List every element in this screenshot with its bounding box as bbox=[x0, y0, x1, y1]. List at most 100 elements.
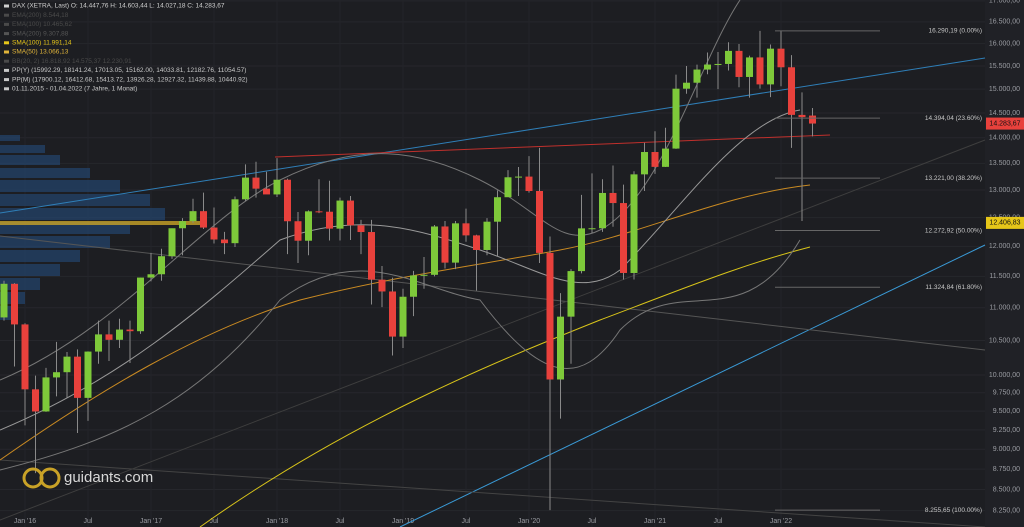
y-tick-label: 13.000,00 bbox=[989, 187, 1020, 194]
candle-body bbox=[21, 324, 29, 390]
y-tick-label: 9.750,00 bbox=[993, 390, 1020, 397]
candle-body bbox=[389, 291, 396, 337]
candle-body bbox=[368, 232, 375, 280]
y-tick-label: 8.500,00 bbox=[993, 486, 1020, 493]
candle-body bbox=[294, 221, 302, 241]
candle-body bbox=[798, 114, 806, 118]
candle-body bbox=[378, 279, 386, 292]
legend-entry: DAX (XETRA, Last) O: 14.447,76 H: 14.603… bbox=[12, 3, 225, 10]
candle-body bbox=[221, 239, 228, 244]
x-tick-label: Jan '19 bbox=[392, 518, 414, 525]
candle-body bbox=[284, 179, 291, 222]
candle-body bbox=[200, 211, 207, 228]
candle-body bbox=[53, 372, 60, 378]
legend-swatch bbox=[4, 22, 9, 26]
candle-body bbox=[74, 356, 81, 398]
candle-body bbox=[504, 177, 512, 198]
candle-body bbox=[231, 199, 239, 244]
candle-body bbox=[441, 226, 449, 263]
legend-entry: 01.11.2015 - 01.04.2022 (7 Jahre, 1 Mona… bbox=[12, 86, 137, 93]
candle-body bbox=[126, 329, 134, 332]
legend-swatch bbox=[4, 59, 9, 63]
candle-body bbox=[326, 211, 333, 229]
legend-swatch bbox=[4, 32, 9, 36]
legend-entry: PP(Y) (15992.29, 18141.24, 17013.05, 151… bbox=[12, 67, 246, 74]
logo: guidants.com bbox=[22, 467, 153, 489]
candle-body bbox=[651, 152, 659, 167]
candle-body bbox=[189, 211, 197, 222]
candle-body bbox=[683, 82, 690, 89]
y-tick-label: 17.000,00 bbox=[989, 0, 1020, 5]
candle-body bbox=[252, 177, 260, 189]
candle-body bbox=[630, 174, 638, 273]
candle-body bbox=[567, 271, 575, 317]
candle-body bbox=[536, 190, 543, 253]
x-tick-label: Jan '20 bbox=[518, 518, 540, 525]
candle-body bbox=[32, 389, 39, 412]
candle-body bbox=[483, 221, 491, 250]
candle-body bbox=[578, 228, 585, 272]
y-tick-label: 16.500,00 bbox=[989, 19, 1020, 26]
legend-swatch bbox=[4, 13, 9, 17]
legend: DAX (XETRA, Last) O: 14.447,76 H: 14.603… bbox=[4, 3, 248, 93]
candle-body bbox=[777, 48, 785, 68]
candle-body bbox=[609, 192, 617, 204]
y-tick-label: 8.750,00 bbox=[993, 466, 1020, 473]
price-tag bbox=[986, 216, 1024, 229]
candle-body bbox=[305, 211, 312, 241]
price-tag-label: 12.406,83 bbox=[989, 220, 1020, 227]
y-tick-label: 9.250,00 bbox=[993, 427, 1020, 434]
legend-swatch bbox=[4, 68, 9, 72]
legend-swatch bbox=[4, 41, 9, 45]
candle-body bbox=[725, 50, 732, 64]
candle-body bbox=[515, 176, 522, 178]
legend-swatch bbox=[4, 4, 9, 8]
legend-swatch bbox=[4, 50, 9, 54]
candle-body bbox=[420, 274, 428, 276]
candle-body bbox=[620, 203, 627, 273]
candle-body bbox=[11, 283, 18, 325]
x-tick-label: Jul bbox=[462, 518, 471, 525]
candle-body bbox=[693, 69, 701, 83]
x-tick-label: Jul bbox=[210, 518, 219, 525]
candle-body bbox=[599, 192, 606, 229]
y-tick-label: 13.500,00 bbox=[989, 160, 1020, 167]
y-tick-label: 14.500,00 bbox=[989, 110, 1020, 117]
legend-entry: BB(20, 2) 16.818,92 14.575,37 12.230,91 bbox=[12, 58, 132, 65]
fib-label: 12.272,92 (50.00%) bbox=[925, 227, 982, 234]
y-tick-label: 9.500,00 bbox=[993, 408, 1020, 415]
candle-body bbox=[263, 188, 270, 195]
x-tick-label: Jul bbox=[714, 518, 723, 525]
candle-body bbox=[158, 256, 165, 275]
legend-entry: SMA(200) 9.307,88 bbox=[12, 30, 69, 37]
fib-label: 16.290,19 (0.00%) bbox=[929, 28, 982, 35]
candle-body bbox=[452, 223, 459, 263]
y-tick-label: 11.500,00 bbox=[989, 273, 1020, 280]
candle-body bbox=[84, 351, 92, 398]
price-tag-label: 14.283,67 bbox=[989, 120, 1020, 127]
y-tick-label: 12.000,00 bbox=[989, 243, 1020, 250]
candle-body bbox=[42, 377, 50, 412]
candle-body bbox=[714, 63, 722, 65]
candle-body bbox=[704, 64, 711, 70]
x-tick-label: Jan '22 bbox=[770, 518, 792, 525]
candle-body bbox=[557, 316, 564, 380]
candle-body bbox=[210, 227, 218, 240]
candle-body bbox=[147, 274, 155, 278]
candle-body bbox=[525, 176, 533, 191]
y-tick-label: 9.000,00 bbox=[993, 446, 1020, 453]
candle-body bbox=[63, 356, 71, 373]
candle-body bbox=[641, 152, 648, 175]
candle-body bbox=[746, 57, 753, 77]
legend-entry: EMA(100) 10.465,62 bbox=[12, 21, 72, 28]
candles: 16.290,19 (0.00%) 14.394,04 (23.60%) 13.22… bbox=[0, 28, 1024, 514]
logo-text: guidants.com bbox=[64, 469, 153, 486]
candle-body bbox=[116, 329, 123, 340]
candle-body bbox=[410, 275, 417, 297]
candle-body bbox=[315, 211, 323, 213]
candle-body bbox=[473, 235, 480, 250]
y-tick-label: 15.000,00 bbox=[989, 86, 1020, 93]
price-tag bbox=[986, 117, 1024, 130]
candle-body bbox=[0, 283, 8, 318]
